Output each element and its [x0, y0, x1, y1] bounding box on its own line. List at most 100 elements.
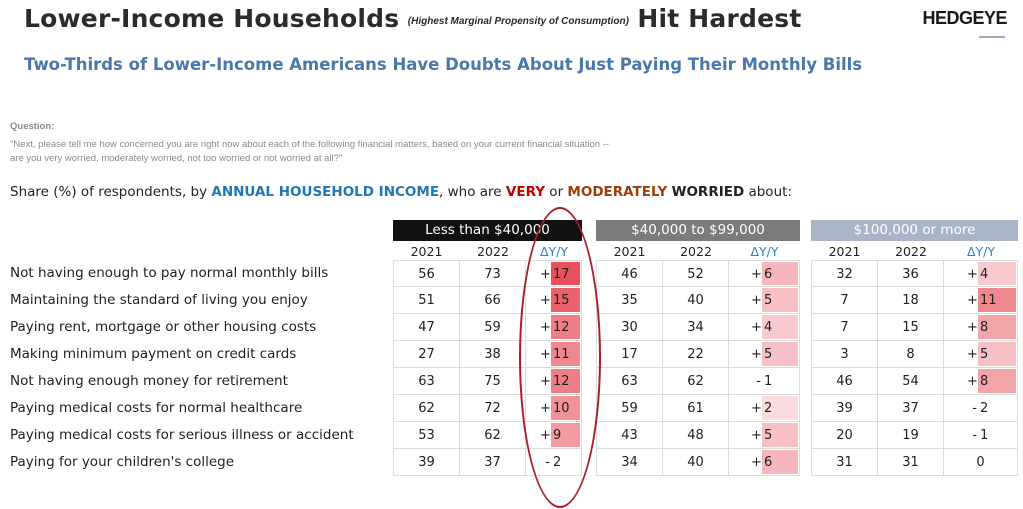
share-mid1: , who are: [439, 184, 506, 200]
value-cell-2022-g2: 15: [878, 314, 944, 341]
value-cell-2021-g1: 17: [596, 341, 663, 368]
delta-cell-g1: +4: [729, 314, 800, 341]
column-header-2022-g2: 2022: [895, 244, 927, 259]
value-cell-2021-g1: 35: [596, 287, 663, 314]
value-cell-2022-g0: 37: [460, 449, 526, 476]
value-cell-2022-g2: 37: [878, 395, 944, 422]
row-label-paying-medical-costs-for-serious-illness-or-accident: Paying medical costs for serious illness…: [10, 427, 354, 443]
delta-heat-bar: [978, 369, 1016, 393]
value-cell-2021-g1: 34: [596, 449, 663, 476]
column-header-2022-g1: 2022: [680, 244, 712, 259]
row-label-paying-for-your-children-s-college: Paying for your children's college: [10, 454, 235, 470]
value-cell-2022-g1: 48: [663, 422, 729, 449]
delta-value: 8: [980, 320, 989, 335]
delta-heat-bar: [762, 396, 798, 420]
delta-cell-g2: 0: [944, 449, 1018, 476]
column-header-delta-g2: ΔY/Y: [966, 244, 996, 259]
delta-sign: +: [751, 428, 762, 443]
share-prefix: Share (%) of respondents, by: [10, 184, 212, 200]
delta-cell-g1: -1: [729, 368, 800, 395]
value-cell-2021-g1: 46: [596, 260, 663, 287]
delta-value: 5: [764, 293, 773, 308]
value-cell-2022-g2: 31: [878, 449, 944, 476]
delta-value: 2: [764, 401, 773, 416]
value-cell-2021-g2: 20: [811, 422, 878, 449]
delta-value: 1: [980, 428, 989, 443]
delta-value: 2: [980, 401, 989, 416]
delta-heat-bar: [762, 315, 798, 339]
value-cell-2021-g2: 39: [811, 395, 878, 422]
value-cell-2022-g1: 52: [663, 260, 729, 287]
value-cell-2022-g0: 66: [460, 287, 526, 314]
hedgeye-logo: HEDGEYE: [922, 8, 1007, 28]
delta-value: 6: [764, 267, 773, 282]
value-cell-2021-g0: 62: [393, 395, 460, 422]
share-very: VERY: [505, 184, 546, 200]
delta-cell-g1: +2: [729, 395, 800, 422]
delta-sign: -: [756, 374, 761, 389]
value-cell-2021-g2: 46: [811, 368, 878, 395]
value-cell-2022-g1: 34: [663, 314, 729, 341]
delta-cell-g2: +5: [944, 341, 1018, 368]
question-text: "Next, please tell me how concerned you …: [10, 139, 610, 164]
value-cell-2022-g0: 38: [460, 341, 526, 368]
value-cell-2021-g0: 27: [393, 341, 460, 368]
delta-cell-g1: +5: [729, 287, 800, 314]
value-cell-2021-g0: 51: [393, 287, 460, 314]
delta-sign: +: [967, 267, 978, 282]
delta-heat-bar: [978, 342, 1016, 366]
delta-sign: +: [751, 320, 762, 335]
delta-cell-g1: +6: [729, 449, 800, 476]
delta-sign: +: [967, 347, 978, 362]
delta-heat-bar: [762, 288, 798, 312]
delta-heat-bar: [978, 315, 1016, 339]
value-cell-2022-g2: 18: [878, 287, 944, 314]
delta-sign: +: [751, 401, 762, 416]
delta-sign: +: [751, 293, 762, 308]
share-moderately: MODERATELY: [567, 184, 668, 200]
delta-cell-g2: +8: [944, 368, 1018, 395]
delta-heat-bar: [762, 342, 798, 366]
delta-sign: -: [972, 428, 977, 443]
delta-cell-g2: +8: [944, 314, 1018, 341]
delta-heat-bar: [762, 450, 798, 474]
value-cell-2021-g0: 39: [393, 449, 460, 476]
question-label: Question:: [10, 121, 55, 132]
share-worried: WORRIED: [671, 184, 745, 200]
value-cell-2022-g2: 54: [878, 368, 944, 395]
logo-underline: [979, 36, 1005, 38]
delta-cell-g2: -1: [944, 422, 1018, 449]
value-cell-2022-g2: 36: [878, 260, 944, 287]
delta-value: 6: [764, 455, 773, 470]
share-income: ANNUAL HOUSEHOLD INCOME: [211, 184, 440, 200]
row-label-maintaining-the-standard-of-living-you-enjoy: Maintaining the standard of living you e…: [10, 292, 308, 308]
value-cell-2021-g2: 7: [811, 314, 878, 341]
delta-heat-bar: [978, 288, 1016, 312]
delta-value: 1: [764, 374, 773, 389]
delta-cell-g1: +6: [729, 260, 800, 287]
value-cell-2021-g1: 63: [596, 368, 663, 395]
delta-heat-bar: [762, 262, 798, 285]
row-label-paying-rent-mortgage-or-other-housing-costs: Paying rent, mortgage or other housing c…: [10, 319, 317, 335]
delta-value: 0: [976, 455, 985, 470]
delta-heat-bar: [978, 262, 1016, 285]
value-cell-2021-g2: 32: [811, 260, 878, 287]
value-cell-2021-g1: 43: [596, 422, 663, 449]
value-cell-2022-g1: 22: [663, 341, 729, 368]
title-end: Hit Hardest: [637, 4, 802, 33]
value-cell-2022-g0: 59: [460, 314, 526, 341]
delta-sign: +: [967, 374, 978, 389]
column-header-2021-g2: 2021: [828, 244, 861, 259]
value-cell-2022-g1: 62: [663, 368, 729, 395]
value-cell-2022-g1: 40: [663, 449, 729, 476]
delta-sign: +: [967, 293, 978, 308]
value-cell-2021-g1: 30: [596, 314, 663, 341]
share-mid2: or: [545, 184, 568, 200]
page-title: Lower-Income Households (Highest Margina…: [24, 4, 802, 33]
value-cell-2022-g0: 73: [460, 260, 526, 287]
delta-cell-g1: +5: [729, 341, 800, 368]
title-main: Lower-Income Households: [24, 4, 400, 33]
delta-value: 8: [980, 374, 989, 389]
row-label-not-having-enough-to-pay-normal-monthly-bills: Not having enough to pay normal monthly …: [10, 265, 329, 281]
row-label-paying-medical-costs-for-normal-healthcare: Paying medical costs for normal healthca…: [10, 400, 303, 416]
